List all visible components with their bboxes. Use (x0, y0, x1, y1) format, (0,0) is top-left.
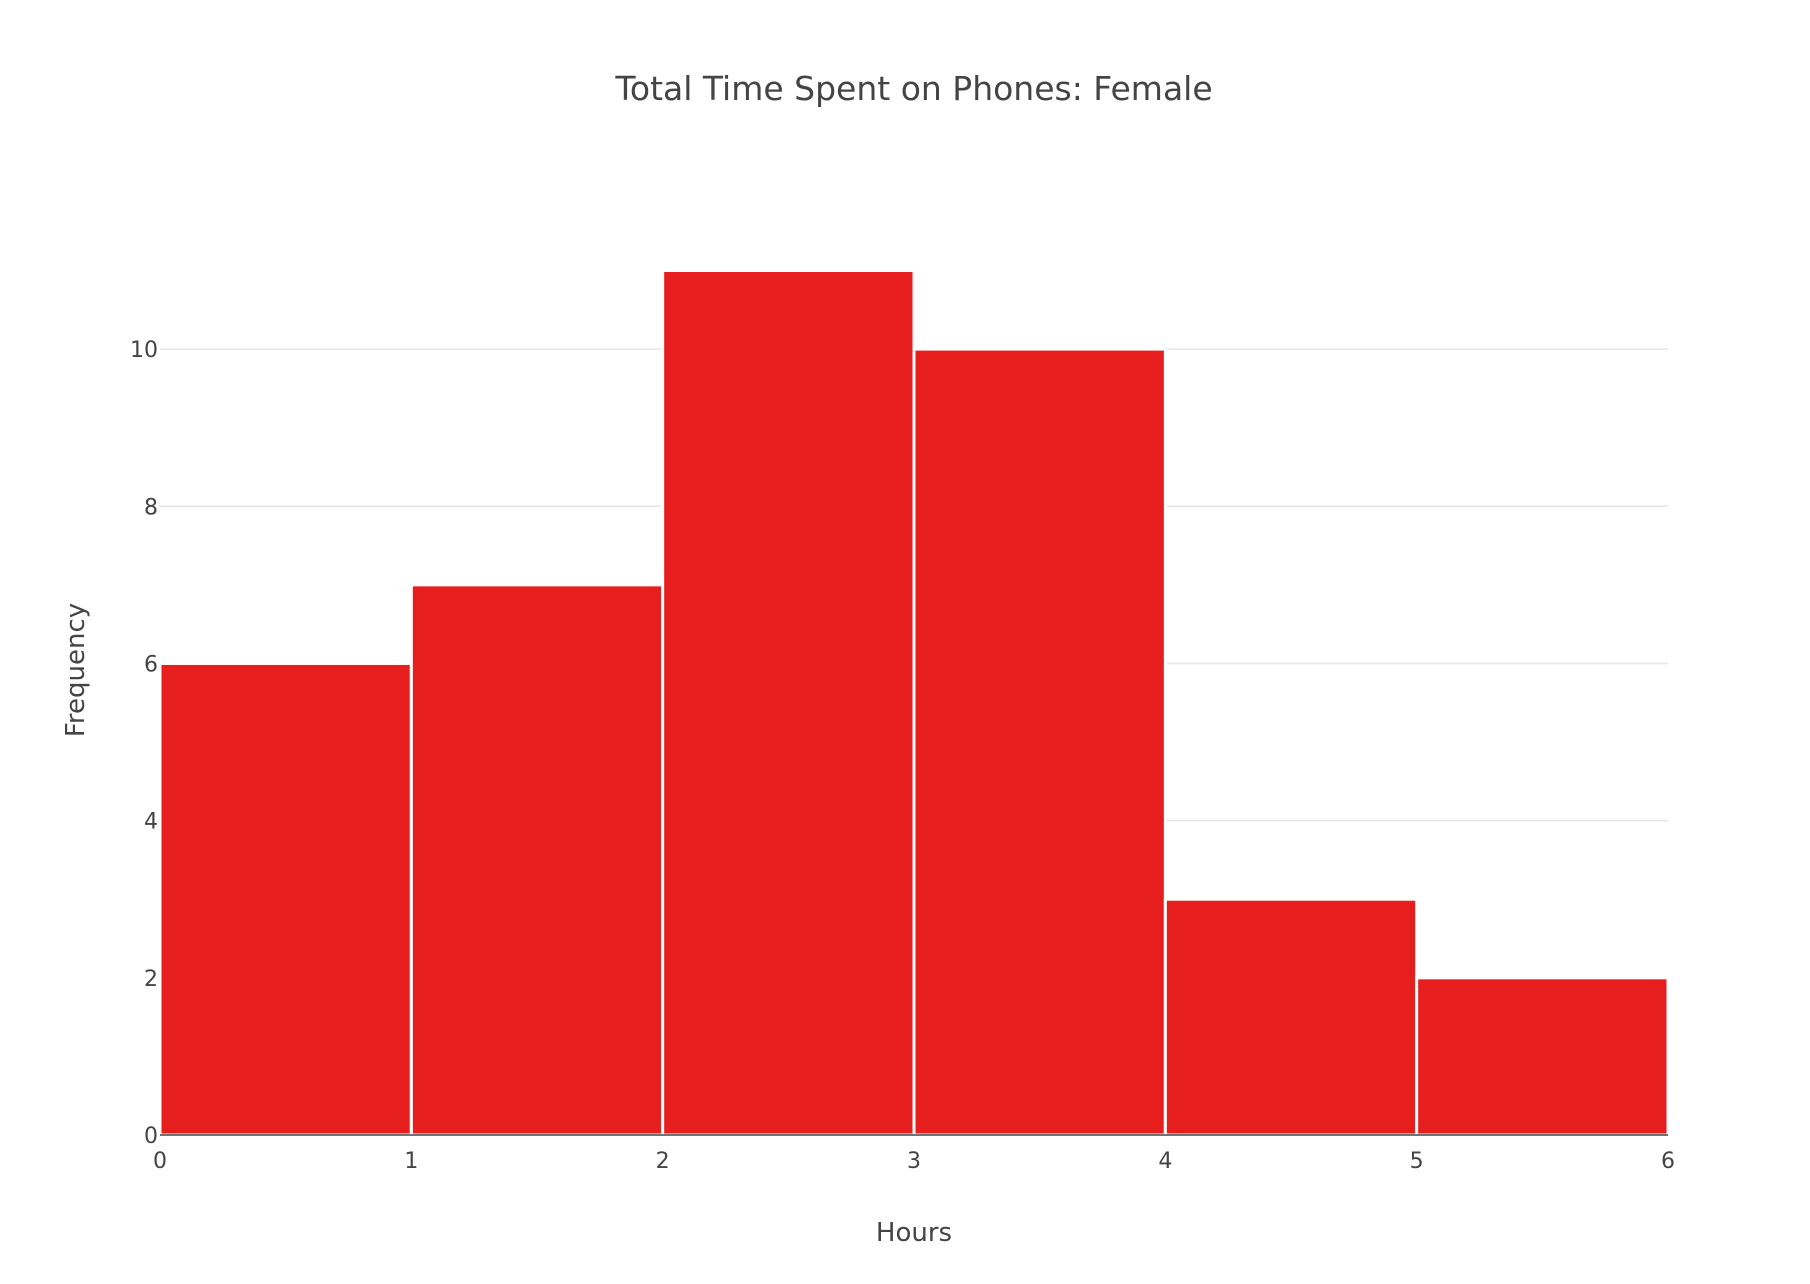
bars (158, 268, 1670, 1137)
x-axis-title: Hours (876, 1218, 952, 1248)
x-tick-label: 3 (907, 1149, 921, 1174)
y-axis-title: Frequency (61, 603, 91, 737)
y-tick-label: 0 (144, 1124, 158, 1149)
x-tick-label: 1 (404, 1149, 418, 1174)
y-tick-label: 8 (144, 495, 158, 520)
x-tick-label: 2 (656, 1149, 670, 1174)
bar-5-6 (1415, 976, 1670, 1137)
y-tick-label: 4 (144, 810, 158, 835)
bar-3-4 (912, 347, 1167, 1137)
chart-title: Total Time Spent on Phones: Female (614, 69, 1212, 108)
bar-2-3 (661, 268, 916, 1137)
x-tick-labels: 0 1 2 3 4 5 6 (153, 1149, 1675, 1174)
y-tick-label: 10 (130, 338, 158, 363)
y-tick-label: 2 (144, 967, 158, 992)
x-tick-label: 5 (1410, 1149, 1424, 1174)
bar-1-2 (409, 583, 665, 1137)
x-tick-label: 6 (1661, 1149, 1675, 1174)
x-tick-label: 0 (153, 1149, 167, 1174)
y-tick-labels: 0 2 4 6 8 10 (130, 338, 158, 1149)
y-tick-label: 6 (144, 652, 158, 677)
x-tick-label: 4 (1158, 1149, 1172, 1174)
bar-4-5 (1163, 897, 1419, 1137)
bar-0-1 (158, 661, 413, 1137)
